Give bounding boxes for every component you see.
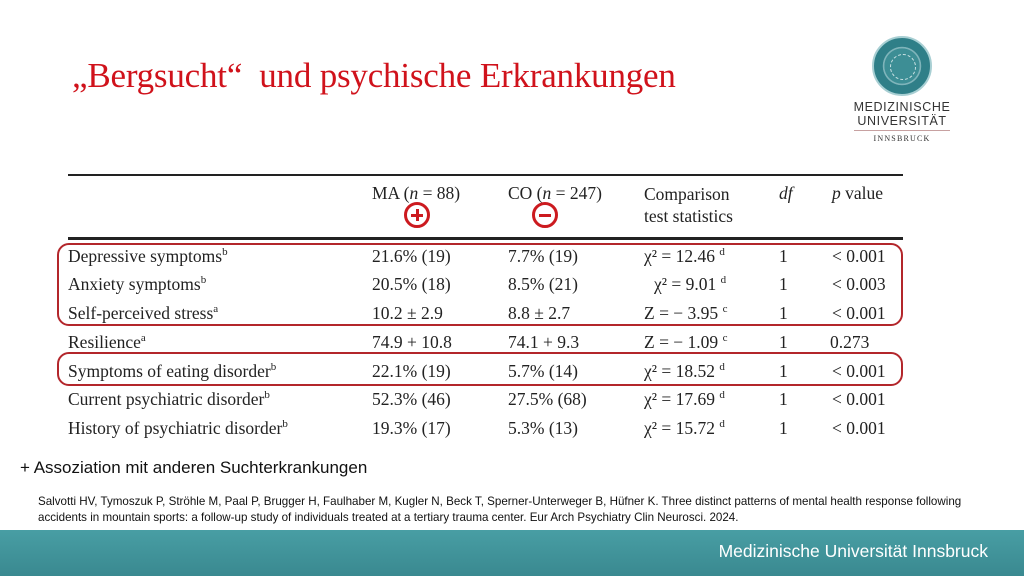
minus-circle-icon <box>532 202 558 228</box>
citation: Salvotti HV, Tymoszuk P, Ströhle M, Paal… <box>38 495 962 524</box>
slide-title: „Bergsucht“ und psychische Erkrankungen <box>72 56 676 95</box>
header-df: df <box>779 183 793 203</box>
logo-line-2: UNIVERSITÄT <box>857 114 947 128</box>
table-top-rule <box>68 174 903 176</box>
footer-text: Medizinische Universität Innsbruck <box>718 541 988 561</box>
header-co: CO (n = 247) <box>508 183 602 203</box>
additional-note: + Assoziation mit anderen Suchterkrankun… <box>20 458 368 477</box>
university-seal-icon <box>872 36 932 96</box>
footer-bar: Medizinische Universität Innsbruck <box>0 530 1024 576</box>
plus-circle-icon <box>404 202 430 228</box>
header-p-value: p value <box>832 183 884 203</box>
header-test: Comparison test statistics <box>644 184 733 226</box>
table-header-rule <box>68 237 903 240</box>
header-ma: MA (n = 88) <box>372 183 461 203</box>
university-logo: MEDIZINISCHE UNIVERSITÄT INNSBRUCK <box>848 36 956 143</box>
logo-line-3: INNSBRUCK <box>873 134 931 143</box>
logo-line-1: MEDIZINISCHE <box>853 100 951 114</box>
logo-divider <box>854 130 950 131</box>
